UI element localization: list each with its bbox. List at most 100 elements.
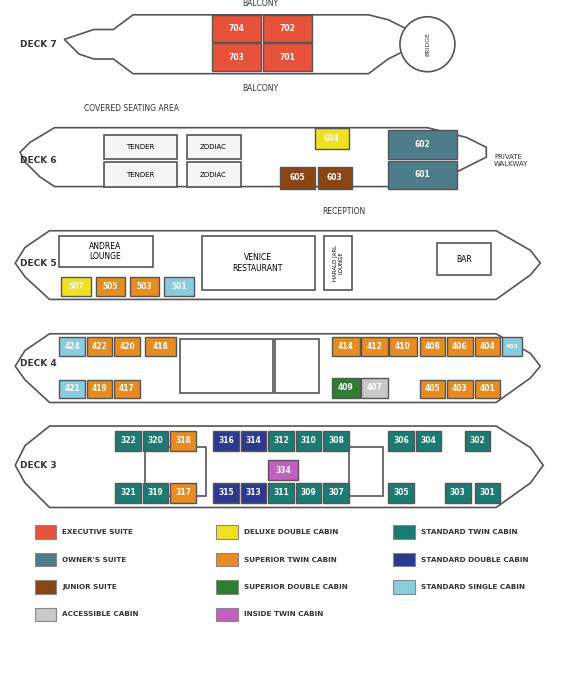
FancyBboxPatch shape	[35, 525, 57, 539]
Text: 302: 302	[469, 436, 486, 445]
Text: 424: 424	[64, 342, 80, 351]
Text: EXECUTIVE SUITE: EXECUTIVE SUITE	[62, 529, 133, 535]
Bar	[275, 338, 319, 392]
Text: 307: 307	[328, 489, 344, 498]
Text: 419: 419	[92, 384, 107, 393]
Text: 503: 503	[137, 282, 153, 291]
FancyBboxPatch shape	[212, 15, 261, 42]
Polygon shape	[15, 334, 540, 403]
Text: SUPERIOR TWIN CABIN: SUPERIOR TWIN CABIN	[244, 556, 336, 563]
FancyBboxPatch shape	[332, 337, 360, 356]
Text: DECK 4: DECK 4	[20, 358, 57, 367]
Text: RECEPTION: RECEPTION	[322, 207, 366, 216]
Text: TENDER: TENDER	[126, 145, 154, 150]
Text: VENICE
RESTAURANT: VENICE RESTAURANT	[233, 253, 283, 273]
FancyBboxPatch shape	[268, 431, 294, 450]
FancyBboxPatch shape	[115, 483, 141, 502]
FancyBboxPatch shape	[115, 431, 141, 450]
Text: 321: 321	[120, 489, 136, 498]
FancyBboxPatch shape	[59, 337, 85, 356]
Text: COVERED SEATING AREA: COVERED SEATING AREA	[84, 104, 179, 113]
Text: DECK 7: DECK 7	[20, 39, 57, 48]
Bar	[180, 338, 273, 392]
FancyBboxPatch shape	[59, 380, 85, 398]
Text: 412: 412	[367, 342, 382, 351]
Text: 322: 322	[120, 436, 136, 445]
FancyBboxPatch shape	[35, 608, 57, 621]
Text: 701: 701	[279, 53, 295, 62]
Text: 605: 605	[290, 173, 305, 182]
Text: 320: 320	[147, 436, 163, 445]
FancyBboxPatch shape	[315, 128, 349, 149]
FancyBboxPatch shape	[241, 483, 266, 502]
FancyBboxPatch shape	[296, 431, 321, 450]
FancyBboxPatch shape	[332, 378, 360, 398]
FancyBboxPatch shape	[280, 167, 315, 188]
FancyBboxPatch shape	[96, 277, 125, 296]
Text: STANDARD TWIN CABIN: STANDARD TWIN CABIN	[420, 529, 517, 535]
Text: 601: 601	[415, 170, 430, 179]
Text: 603: 603	[327, 173, 343, 182]
FancyBboxPatch shape	[502, 337, 522, 356]
Text: 422: 422	[92, 342, 107, 351]
Text: 308: 308	[328, 436, 344, 445]
Text: DECK 6: DECK 6	[20, 156, 57, 165]
FancyBboxPatch shape	[213, 483, 239, 502]
Text: ANDREA
LOUNGE: ANDREA LOUNGE	[89, 242, 122, 261]
FancyBboxPatch shape	[475, 337, 500, 356]
Text: OWNER'S SUITE: OWNER'S SUITE	[62, 556, 127, 563]
Bar	[187, 134, 241, 159]
Bar	[324, 236, 352, 290]
Text: 409: 409	[338, 383, 354, 392]
FancyBboxPatch shape	[212, 44, 261, 71]
FancyBboxPatch shape	[393, 553, 415, 566]
Text: 303: 303	[450, 489, 466, 498]
Text: INSIDE TWIN CABIN: INSIDE TWIN CABIN	[244, 612, 323, 617]
Text: 314: 314	[246, 436, 262, 445]
Text: 702: 702	[279, 24, 295, 33]
Text: 704: 704	[228, 24, 244, 33]
Text: ZODIAC: ZODIAC	[200, 172, 227, 178]
FancyBboxPatch shape	[241, 431, 266, 450]
Text: 316: 316	[219, 436, 234, 445]
FancyBboxPatch shape	[164, 277, 194, 296]
FancyBboxPatch shape	[170, 483, 196, 502]
Text: STANDARD DOUBLE CABIN: STANDARD DOUBLE CABIN	[420, 556, 528, 563]
Bar	[104, 162, 177, 187]
FancyBboxPatch shape	[447, 337, 473, 356]
FancyBboxPatch shape	[216, 553, 238, 566]
Text: 304: 304	[420, 436, 436, 445]
Text: DECK 3: DECK 3	[20, 461, 57, 470]
Text: 505: 505	[103, 282, 118, 291]
FancyBboxPatch shape	[268, 483, 294, 502]
FancyBboxPatch shape	[268, 460, 298, 480]
FancyBboxPatch shape	[296, 483, 321, 502]
FancyBboxPatch shape	[389, 337, 417, 356]
FancyBboxPatch shape	[216, 608, 238, 621]
FancyBboxPatch shape	[143, 483, 168, 502]
Text: SUPERIOR DOUBLE CABIN: SUPERIOR DOUBLE CABIN	[244, 584, 347, 590]
FancyBboxPatch shape	[61, 277, 91, 296]
FancyBboxPatch shape	[475, 380, 500, 398]
Text: 407: 407	[367, 383, 382, 392]
Text: 403: 403	[452, 384, 468, 393]
Text: 420: 420	[120, 342, 135, 351]
Text: 507: 507	[68, 282, 84, 291]
Text: 404: 404	[479, 342, 495, 351]
FancyBboxPatch shape	[475, 483, 500, 502]
FancyBboxPatch shape	[114, 337, 140, 356]
Text: 317: 317	[175, 489, 191, 498]
FancyBboxPatch shape	[35, 553, 57, 566]
Text: 309: 309	[301, 489, 317, 498]
Text: 408: 408	[424, 342, 440, 351]
Text: 312: 312	[273, 436, 289, 445]
Text: 315: 315	[219, 489, 234, 498]
Text: DECK 5: DECK 5	[20, 259, 57, 268]
Bar	[349, 446, 383, 495]
FancyBboxPatch shape	[445, 483, 470, 502]
FancyBboxPatch shape	[87, 337, 113, 356]
FancyBboxPatch shape	[393, 525, 415, 539]
Text: 405: 405	[424, 384, 440, 393]
Text: 310: 310	[301, 436, 317, 445]
Polygon shape	[15, 230, 540, 300]
